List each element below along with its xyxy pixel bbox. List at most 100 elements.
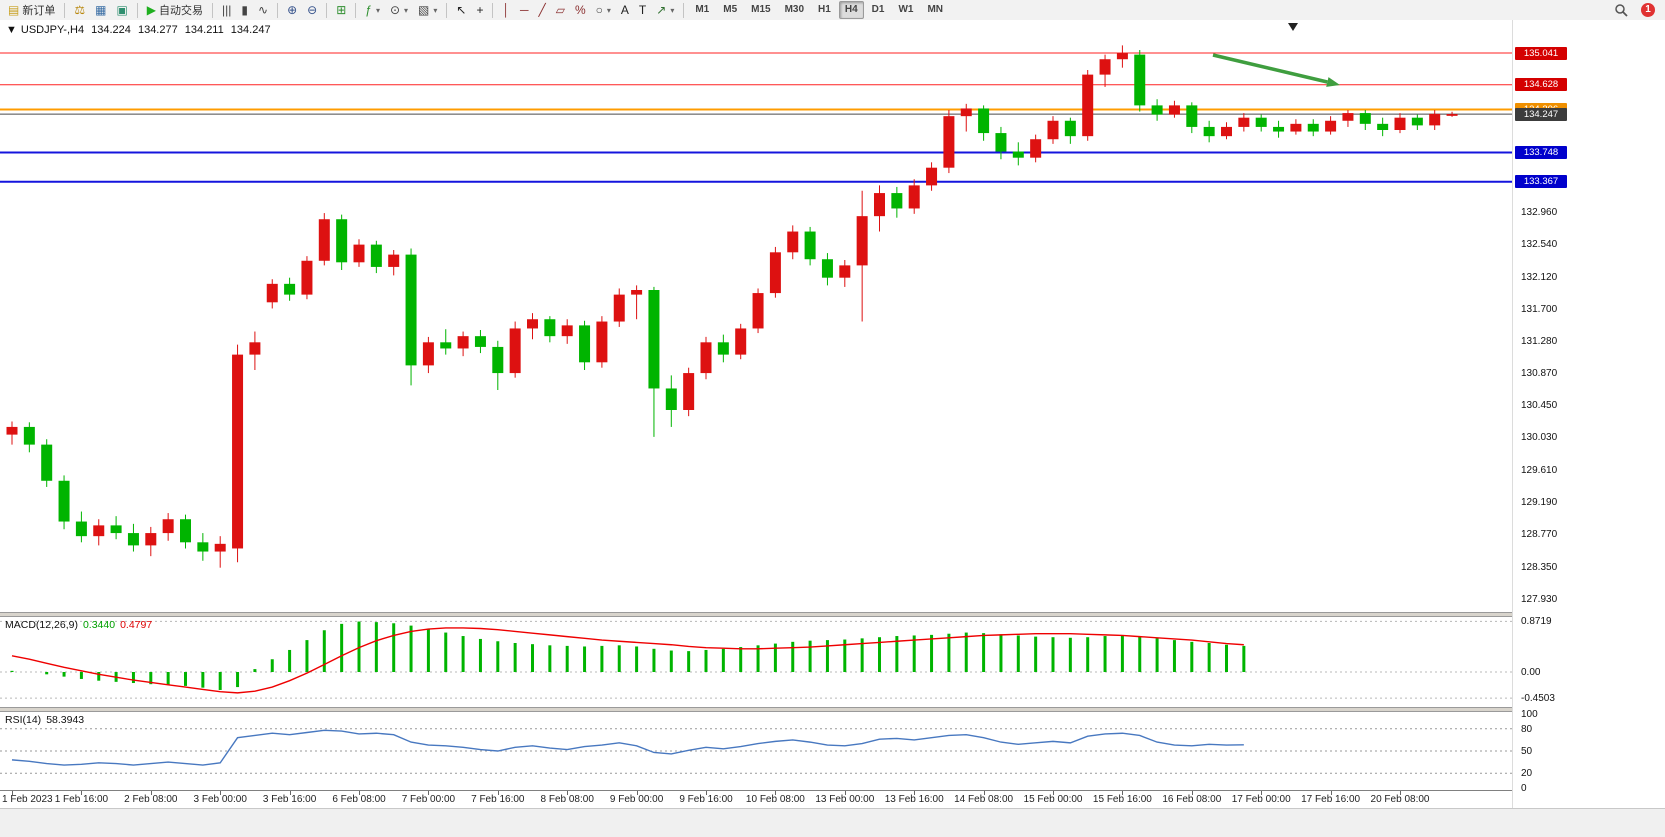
candle-body (631, 290, 643, 295)
candle-body (41, 444, 53, 481)
bar-chart-button[interactable]: ||| (218, 1, 235, 20)
candle-body (1307, 123, 1319, 132)
price-axis[interactable]: 132.960 132.540 132.120 131.700 131.280 130.8… (1512, 20, 1665, 837)
notifications-badge[interactable]: 1 (1641, 3, 1655, 17)
search-button[interactable] (1610, 1, 1632, 20)
fibonacci-button[interactable]: % (571, 1, 590, 20)
one-click-collapse-icon[interactable]: ▼ (6, 24, 17, 36)
tile-windows-button[interactable]: ⊞ (332, 1, 350, 20)
candle-body (6, 426, 18, 435)
macd-signal-line (11, 627, 1244, 694)
time-tick (844, 791, 846, 795)
timeframe-m5[interactable]: M5 (723, 4, 738, 15)
time-axis-label: 20 Feb 08:00 (1370, 794, 1430, 805)
autotrading-icon: ▶ (146, 2, 157, 17)
price-axis-label: 127.930 (1521, 594, 1558, 605)
toolbar-separator (64, 2, 66, 18)
arrows-icon: ↗ (656, 2, 667, 17)
quote-close: 134.247 (230, 24, 271, 36)
trendline-button[interactable]: ╱ (534, 1, 549, 20)
navigator-button[interactable]: ▣ (112, 1, 131, 20)
candlestick-chart-button[interactable]: ▮ (237, 1, 252, 20)
text-label-button[interactable]: T (635, 1, 650, 20)
trend-arrow[interactable] (1212, 53, 1328, 84)
chart-shift-marker[interactable] (1288, 23, 1298, 31)
market-watch-icon: ⚖ (74, 2, 86, 17)
candle-body (1377, 123, 1389, 130)
periods-icon: ⊙ (389, 2, 401, 17)
candle-body (613, 294, 625, 322)
crosshair-icon: + (476, 2, 484, 17)
candle-body (1012, 151, 1024, 158)
candle-body (1099, 59, 1111, 75)
support-line-1-tag: 133.748 (1515, 145, 1567, 159)
toolbar-separator (326, 2, 328, 18)
candle-body (1168, 105, 1180, 115)
timeframe-w1[interactable]: W1 (898, 4, 914, 15)
market-watch-button[interactable]: ⚖ (70, 1, 89, 20)
time-tick (1261, 791, 1263, 795)
shapes-icon: ○ (595, 2, 603, 17)
zoom-out-button[interactable]: ⊖ (303, 1, 321, 20)
candle-body (700, 342, 712, 374)
text-button[interactable]: A (617, 1, 633, 20)
shapes-button[interactable]: ○ ▾ (592, 1, 615, 20)
timeframe-d1[interactable]: D1 (871, 4, 885, 15)
candle-body (388, 254, 400, 267)
trend-arrow-head[interactable] (1326, 77, 1340, 87)
timeframe-m1[interactable]: M1 (695, 4, 710, 15)
toolbar-separator (492, 2, 494, 18)
timeframe-h4[interactable]: H4 (838, 1, 864, 19)
candle-body (960, 108, 972, 117)
pane-splitter[interactable] (0, 612, 1665, 617)
candle-body (474, 336, 486, 347)
time-axis-label: 10 Feb 08:00 (745, 794, 805, 805)
candle-body (110, 525, 122, 534)
cursor-button[interactable]: ↖ (452, 1, 470, 20)
candle-body (1359, 113, 1371, 124)
toolbar-separator (212, 2, 214, 18)
timeframe-m30[interactable]: M30 (784, 4, 805, 15)
candle-body (856, 216, 868, 266)
time-tick (359, 791, 360, 795)
new-order-button[interactable]: ▤ 新订单 (4, 1, 59, 20)
crosshair-button[interactable]: + (472, 1, 487, 20)
horizontal-line-button[interactable]: ─ (516, 1, 533, 20)
timeframe-mn[interactable]: MN (927, 4, 943, 15)
time-axis-label: 1 Feb 16:00 (54, 794, 109, 805)
candle-body (804, 231, 816, 260)
candle-body (995, 133, 1007, 152)
macd-axis-label: 0.8719 (1521, 616, 1552, 628)
time-axis-label: 3 Feb 16:00 (262, 794, 317, 805)
templates-button[interactable]: ▧ ▾ (414, 1, 441, 20)
pane-splitter[interactable] (0, 707, 1665, 712)
indicators-button[interactable]: ƒ ▾ (361, 1, 384, 20)
toolbar-right: 1 (1609, 1, 1665, 20)
line-chart-button[interactable]: ∿ (254, 1, 272, 20)
periods-button[interactable]: ⊙ ▾ (386, 1, 412, 20)
time-axis[interactable]: 1 Feb 2023 1 Feb 16:00 2 Feb 08:00 3 Feb 00… (0, 790, 1512, 808)
data-window-button[interactable]: ▦ (91, 1, 110, 20)
candle-body (821, 259, 833, 278)
toolbar-separator (446, 2, 448, 18)
channel-button[interactable]: ▱ (552, 1, 569, 20)
toolbar-separator (355, 2, 357, 18)
arrows-button[interactable]: ↗ ▾ (652, 1, 678, 20)
time-axis-label: 15 Feb 00:00 (1023, 794, 1083, 805)
macd-main-value: 0.3440 (82, 619, 116, 631)
timeframe-h1[interactable]: H1 (818, 4, 831, 15)
time-axis-label: 7 Feb 00:00 (401, 794, 456, 805)
autotrading-button[interactable]: ▶ 自动交易 (143, 1, 207, 20)
trendline-icon: ╱ (538, 2, 546, 17)
text-icon: A (620, 2, 629, 17)
zoom-in-button[interactable]: ⊕ (283, 1, 301, 20)
candle-body (93, 525, 105, 537)
candle-body (1429, 113, 1441, 126)
time-tick (706, 791, 707, 795)
toolbar-separator (277, 2, 279, 18)
horizontal-line-icon: ─ (519, 2, 529, 17)
time-axis-label: 17 Feb 00:00 (1231, 794, 1291, 805)
vertical-line-button[interactable]: │ (498, 1, 514, 20)
time-tick (567, 791, 569, 795)
timeframe-m15[interactable]: M15 (751, 4, 771, 15)
